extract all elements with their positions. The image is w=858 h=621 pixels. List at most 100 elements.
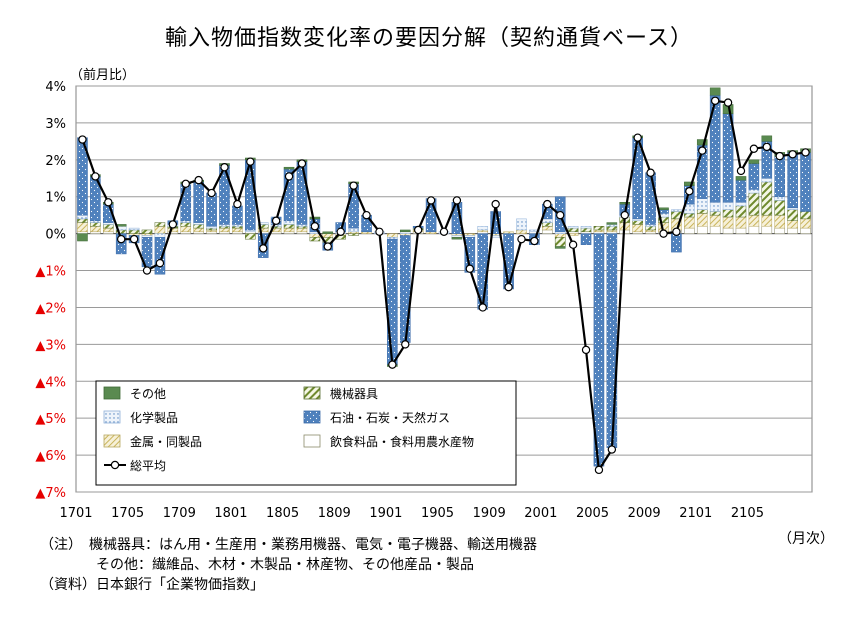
bar-sekiyu (193, 181, 204, 223)
bar-kinzoku (477, 229, 489, 233)
point-total (465, 264, 475, 273)
bar-kagaku (348, 227, 359, 233)
point-total (284, 172, 294, 181)
bar-kagaku (529, 229, 540, 233)
y-tick-label: ▲4% (35, 375, 66, 390)
bar-sekiyu (800, 152, 811, 212)
point-total (220, 162, 229, 172)
point-total (581, 345, 591, 355)
point-total (181, 179, 190, 189)
point-total (362, 210, 371, 220)
bar-inshoku (800, 227, 811, 234)
bar-kinzoku (296, 227, 308, 233)
point-total (698, 146, 707, 155)
bar-kikai (748, 192, 760, 216)
bar-kagaku (709, 202, 721, 212)
bar-sekiyu (115, 233, 127, 255)
bar-kikai (606, 226, 618, 231)
point-total (246, 157, 255, 166)
bar-kikai (283, 224, 295, 229)
x-tick-label: 2001 (524, 506, 557, 521)
bar-kikai (722, 209, 734, 218)
bar-kagaku (451, 235, 463, 238)
bar-kagaku (774, 196, 786, 201)
bar-inshoku (632, 231, 643, 234)
x-tick-label: 2101 (679, 506, 712, 521)
bar-kinzoku (554, 233, 566, 238)
bar-kagaku (245, 229, 256, 233)
bar-kinzoku (787, 220, 798, 229)
bar-kagaku (748, 189, 760, 194)
bar-kagaku (787, 207, 798, 210)
bar-kagaku (516, 218, 527, 231)
bar-kagaku (296, 224, 308, 227)
bar-kinzoku (154, 226, 166, 234)
bar-kagaku (257, 222, 269, 225)
y-tick-label: 3% (45, 117, 66, 132)
y-tick-label: 1% (45, 191, 66, 206)
bar-kikai (735, 205, 747, 218)
bar-kikai (542, 222, 553, 227)
point-total (568, 240, 578, 249)
legend-label-kagaku: 化学製品 (130, 410, 178, 425)
point-total (543, 199, 552, 209)
legend-swatch-sekiyu (303, 410, 321, 424)
bar-kinzoku (593, 229, 605, 233)
bar-inshoku (90, 231, 101, 234)
bar-kagaku (477, 226, 489, 231)
bar-inshoku (542, 229, 553, 234)
point-total (517, 234, 526, 244)
point-total (116, 234, 126, 244)
bar-kinzoku (516, 229, 527, 234)
bar-sekiyu (645, 172, 656, 225)
bar-kagaku (645, 224, 656, 227)
bar-kinzoku (542, 226, 553, 231)
bar-inshoku (580, 231, 592, 234)
bar-sonota (322, 231, 334, 234)
bar-kagaku (102, 222, 114, 225)
point-total (401, 340, 410, 349)
bar-inshoku (593, 231, 605, 234)
axis-layer: 4% 3% 2% 1% 0% ▲1% ▲2% ▲3% ▲4% ▲5% ▲6% ▲7% 1701 1705 1… (35, 80, 764, 521)
point-total (194, 175, 203, 185)
bar-inshoku (722, 227, 734, 234)
x-tick-label: 1809 (318, 506, 351, 521)
bar-inshoku (787, 227, 798, 234)
bar-sekiyu (232, 205, 243, 225)
x-tick-label: 2005 (576, 506, 609, 521)
y-tick-label: ▲1% (35, 265, 66, 280)
y-axis-unit-label: （前月比） (70, 68, 136, 83)
x-axis-unit-label: （月次） (778, 531, 834, 547)
bar-kikai (141, 229, 153, 234)
x-tick-label: 1705 (111, 506, 144, 521)
bar-kinzoku (722, 216, 734, 229)
bar-kinzoku (77, 222, 88, 233)
bar-kinzoku (451, 233, 463, 236)
footnote-source: （資料）日本銀行「企業物価指数」 (40, 577, 264, 593)
total-line-layer (78, 96, 810, 475)
bar-kinzoku (761, 214, 773, 227)
point-total (104, 198, 113, 207)
bar-kinzoku (167, 227, 179, 233)
y-tick-label: ▲5% (35, 412, 66, 427)
bar-inshoku (206, 231, 217, 234)
point-total (710, 96, 720, 105)
bar-kikai (309, 237, 321, 242)
bar-kagaku (219, 224, 230, 227)
point-total (685, 186, 694, 196)
x-tick-label: 2105 (731, 506, 764, 521)
bar-kikai (787, 209, 798, 221)
point-total (788, 150, 797, 159)
bar-kagaku (399, 231, 411, 234)
bar-kinzoku (206, 229, 217, 233)
bar-sekiyu (348, 183, 359, 229)
bar-kikai (696, 209, 708, 214)
point-total (233, 199, 242, 209)
bar-kikai (800, 211, 811, 220)
bar-kikai (206, 227, 217, 231)
bar-kikai (296, 226, 308, 229)
bar-kinzoku (748, 214, 760, 227)
x-tick-label: 1805 (266, 506, 299, 521)
bar-kikai (77, 218, 88, 223)
bar-kinzoku (632, 224, 643, 233)
